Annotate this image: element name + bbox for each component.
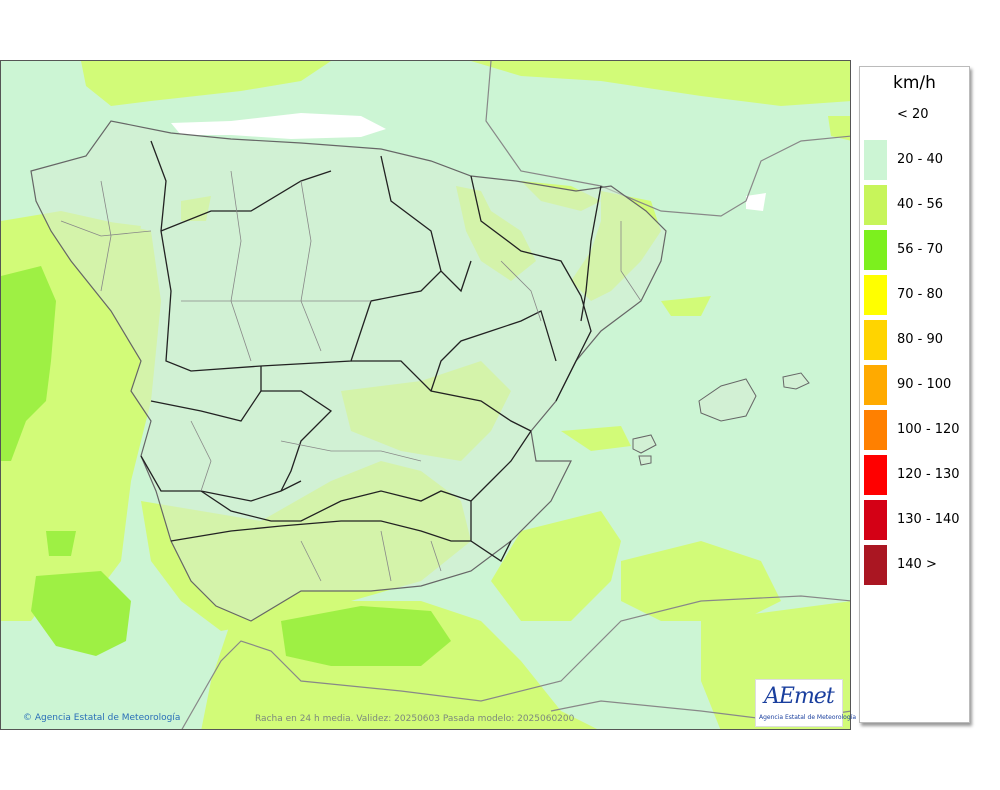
legend-item: 100 - 120 xyxy=(864,410,969,450)
aemet-logo-word: AEmet xyxy=(764,684,835,709)
legend-label: 80 - 90 xyxy=(897,332,944,347)
legend-item: 140 > xyxy=(864,545,969,585)
legend-item: 20 - 40 xyxy=(864,140,969,180)
legend-swatch xyxy=(864,320,887,360)
france-coastline xyxy=(485,61,850,217)
legend-swatch xyxy=(864,365,887,405)
copyright-icon: © xyxy=(23,713,32,723)
legend-swatch xyxy=(864,410,887,450)
legend-swatch xyxy=(864,230,887,270)
legend-item: 40 - 56 xyxy=(864,185,969,225)
legend-label: 120 - 130 xyxy=(897,467,960,482)
legend-label: 140 > xyxy=(897,557,937,572)
legend-label: 70 - 80 xyxy=(897,287,944,302)
legend-label: 20 - 40 xyxy=(897,152,944,167)
wind-gust-map: © Agencia Estatal de Meteorología Racha … xyxy=(0,60,851,730)
legend-label: 56 - 70 xyxy=(897,242,944,257)
legend-label: < 20 xyxy=(897,107,929,122)
iberia-landmass xyxy=(30,120,667,622)
legend-swatch xyxy=(864,545,887,585)
legend-item: 120 - 130 xyxy=(864,455,969,495)
map-caption: Racha en 24 h media. Validez: 20250603 P… xyxy=(255,714,575,724)
aemet-logo: AEmet Agencia Estatal de Meteorología xyxy=(755,679,856,727)
agency-credit-text: Agencia Estatal de Meteorología xyxy=(34,713,181,723)
aemet-logo-subtitle: Agencia Estatal de Meteorología xyxy=(759,714,856,721)
legend-swatch xyxy=(864,275,887,315)
legend-item: 130 - 140 xyxy=(864,500,969,540)
legend-item: 56 - 70 xyxy=(864,230,969,270)
legend-unit: km/h xyxy=(893,73,936,93)
region-borders xyxy=(140,140,602,562)
legend-label: 40 - 56 xyxy=(897,197,944,212)
legend-label: 90 - 100 xyxy=(897,377,952,392)
wind-zone-56-70 xyxy=(1,266,451,666)
legend-label: 130 - 140 xyxy=(897,512,960,527)
legend: km/h < 20 20 - 40 40 - 56 56 - 70 70 - 80 80 … xyxy=(859,66,970,723)
legend-swatch xyxy=(864,140,887,180)
legend-item: 90 - 100 xyxy=(864,365,969,405)
legend-item: < 20 xyxy=(864,95,969,135)
wind-zone-lt-20 xyxy=(171,113,766,211)
legend-swatch xyxy=(864,500,887,540)
province-borders xyxy=(60,170,642,582)
agency-credit: © Agencia Estatal de Meteorología xyxy=(23,713,180,723)
map-canvas xyxy=(1,61,850,729)
legend-swatch xyxy=(864,455,887,495)
legend-item: 80 - 90 xyxy=(864,320,969,360)
legend-swatch xyxy=(864,95,887,135)
legend-swatch xyxy=(864,185,887,225)
legend-item: 70 - 80 xyxy=(864,275,969,315)
balearic-islands xyxy=(632,372,810,466)
legend-label: 100 - 120 xyxy=(897,422,960,437)
